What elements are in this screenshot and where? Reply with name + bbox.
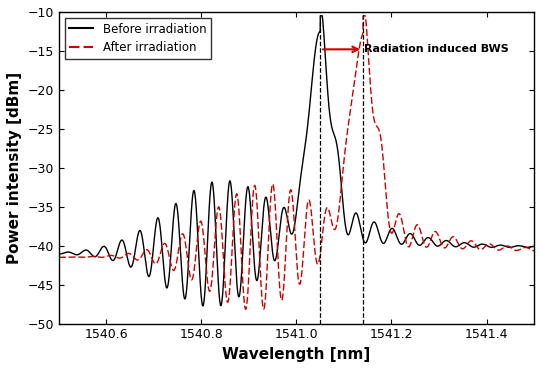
After irradiation <box>531 248 537 253</box>
Y-axis label: Power intensity [dBm]: Power intensity [dBm] <box>7 72 22 264</box>
Text: Radiation induced BWS: Radiation induced BWS <box>365 44 509 54</box>
Line: After irradiation: After irradiation <box>59 16 534 309</box>
Before irradiation <box>166 273 173 278</box>
Before irradiation <box>171 209 177 213</box>
After irradiation <box>242 307 249 311</box>
Before irradiation <box>527 245 533 249</box>
After irradiation <box>235 197 241 201</box>
Before irradiation <box>317 14 324 18</box>
After irradiation <box>166 254 173 259</box>
Line: Before irradiation: Before irradiation <box>59 16 534 306</box>
Before irradiation <box>531 244 537 248</box>
After irradiation <box>56 255 62 259</box>
Before irradiation <box>269 244 275 249</box>
After irradiation <box>527 247 533 252</box>
X-axis label: Wavelength [nm]: Wavelength [nm] <box>222 347 371 362</box>
After irradiation <box>171 268 177 272</box>
Legend: Before irradiation, After irradiation: Before irradiation, After irradiation <box>65 18 211 59</box>
Before irradiation <box>168 239 175 244</box>
Before irradiation <box>200 304 206 308</box>
After irradiation <box>269 184 275 189</box>
After irradiation <box>168 265 175 269</box>
Before irradiation <box>56 252 62 256</box>
Before irradiation <box>235 292 241 297</box>
After irradiation <box>360 14 366 18</box>
